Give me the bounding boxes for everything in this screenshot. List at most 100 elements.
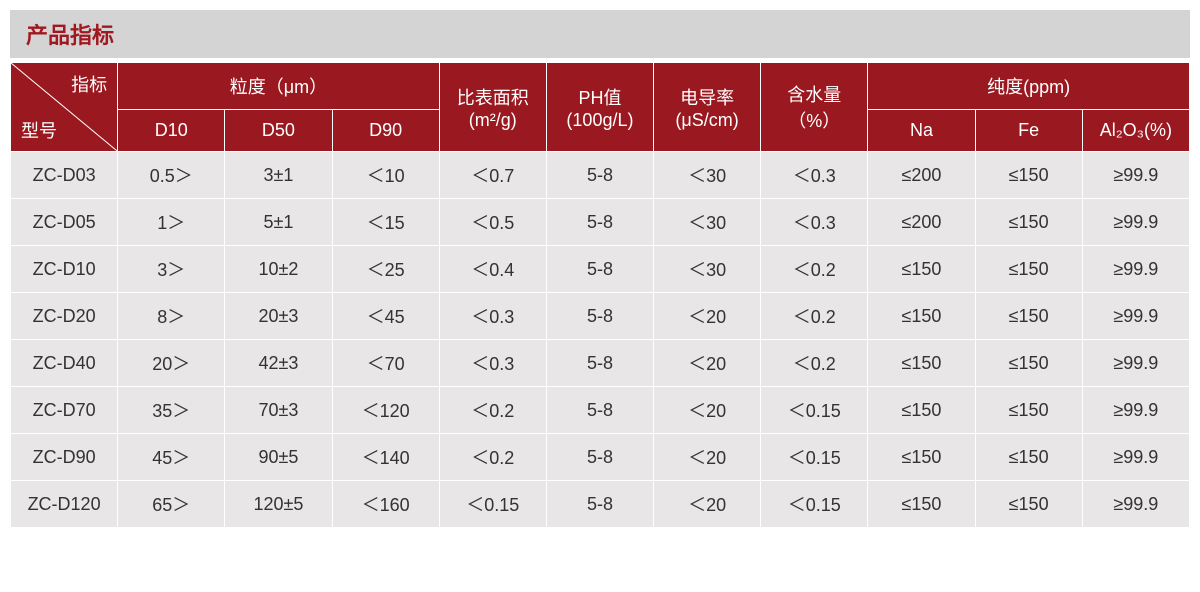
cell-d50: 42±3	[225, 340, 332, 387]
cell-ph: 5-8	[546, 387, 653, 434]
cell-al: ≥99.9	[1082, 246, 1189, 293]
cell-fe: ≤150	[975, 434, 1082, 481]
cell-water: ＜0.3	[761, 199, 868, 246]
cell-ph: 5-8	[546, 152, 653, 199]
cell-na: ≤150	[868, 246, 975, 293]
cell-d90: ＜140	[332, 434, 439, 481]
cell-ssa: ＜0.15	[439, 481, 546, 528]
page-title: 产品指标	[26, 23, 114, 48]
cell-na: ≤200	[868, 199, 975, 246]
cell-d10: 20＞	[118, 340, 225, 387]
cell-al: ≥99.9	[1082, 434, 1189, 481]
diag-bottom: 型号	[21, 117, 57, 143]
cell-water: ＜0.2	[761, 246, 868, 293]
cell-fe: ≤150	[975, 199, 1082, 246]
cell-d90: ＜25	[332, 246, 439, 293]
cell-ssa: ＜0.2	[439, 387, 546, 434]
cell-al: ≥99.9	[1082, 152, 1189, 199]
cell-model: ZC-D120	[11, 481, 118, 528]
cell-ssa: ＜0.5	[439, 199, 546, 246]
cell-cond: ＜20	[654, 434, 761, 481]
cell-d50: 120±5	[225, 481, 332, 528]
table-row: ZC-D051＞5±1＜15＜0.55-8＜30＜0.3≤200≤150≥99.…	[11, 199, 1190, 246]
cell-fe: ≤150	[975, 340, 1082, 387]
cell-model: ZC-D70	[11, 387, 118, 434]
cell-ph: 5-8	[546, 199, 653, 246]
cell-ssa: ＜0.3	[439, 293, 546, 340]
table-row: ZC-D12065＞120±5＜160＜0.155-8＜20＜0.15≤150≤…	[11, 481, 1190, 528]
cell-fe: ≤150	[975, 152, 1082, 199]
header-ph: PH值 (100g/L)	[546, 63, 653, 152]
header-d10: D10	[118, 110, 225, 152]
cell-cond: ＜20	[654, 340, 761, 387]
cell-water: ＜0.15	[761, 481, 868, 528]
cell-ph: 5-8	[546, 246, 653, 293]
cell-model: ZC-D20	[11, 293, 118, 340]
cell-water: ＜0.15	[761, 387, 868, 434]
header-water: 含水量 （%）	[761, 63, 868, 152]
cell-al: ≥99.9	[1082, 387, 1189, 434]
cell-ssa: ＜0.7	[439, 152, 546, 199]
cell-na: ≤150	[868, 340, 975, 387]
table-row: ZC-D9045＞90±5＜140＜0.25-8＜20＜0.15≤150≤150…	[11, 434, 1190, 481]
cell-cond: ＜30	[654, 199, 761, 246]
cell-d10: 3＞	[118, 246, 225, 293]
cell-al: ≥99.9	[1082, 199, 1189, 246]
table-body: ZC-D030.5＞3±1＜10＜0.75-8＜30＜0.3≤200≤150≥9…	[11, 152, 1190, 528]
title-bar: 产品指标	[10, 10, 1190, 58]
cell-al: ≥99.9	[1082, 481, 1189, 528]
header-d50: D50	[225, 110, 332, 152]
cell-model: ZC-D90	[11, 434, 118, 481]
header-d90: D90	[332, 110, 439, 152]
cell-d50: 70±3	[225, 387, 332, 434]
cell-cond: ＜30	[654, 246, 761, 293]
cell-na: ≤200	[868, 152, 975, 199]
cell-ph: 5-8	[546, 340, 653, 387]
table-row: ZC-D103＞10±2＜25＜0.45-8＜30＜0.2≤150≤150≥99…	[11, 246, 1190, 293]
diag-top: 指标	[71, 71, 107, 97]
cell-d90: ＜15	[332, 199, 439, 246]
cell-cond: ＜20	[654, 481, 761, 528]
cell-d10: 8＞	[118, 293, 225, 340]
cell-cond: ＜20	[654, 387, 761, 434]
table-row: ZC-D208＞20±3＜45＜0.35-8＜20＜0.2≤150≤150≥99…	[11, 293, 1190, 340]
cell-d10: 65＞	[118, 481, 225, 528]
cell-fe: ≤150	[975, 387, 1082, 434]
cell-fe: ≤150	[975, 481, 1082, 528]
cell-al: ≥99.9	[1082, 340, 1189, 387]
header-ssa: 比表面积 (m²/g)	[439, 63, 546, 152]
header-particle: 粒度（μm）	[118, 63, 440, 110]
header-na: Na	[868, 110, 975, 152]
cell-cond: ＜20	[654, 293, 761, 340]
cell-model: ZC-D05	[11, 199, 118, 246]
cell-ph: 5-8	[546, 481, 653, 528]
cell-ssa: ＜0.2	[439, 434, 546, 481]
cell-d90: ＜120	[332, 387, 439, 434]
cell-d90: ＜70	[332, 340, 439, 387]
cell-ssa: ＜0.4	[439, 246, 546, 293]
cell-fe: ≤150	[975, 293, 1082, 340]
cell-na: ≤150	[868, 387, 975, 434]
cell-model: ZC-D03	[11, 152, 118, 199]
cell-d50: 5±1	[225, 199, 332, 246]
cell-na: ≤150	[868, 481, 975, 528]
cell-d50: 20±3	[225, 293, 332, 340]
header-cond: 电导率 (μS/cm)	[654, 63, 761, 152]
cell-d50: 10±2	[225, 246, 332, 293]
cell-al: ≥99.9	[1082, 293, 1189, 340]
cell-d10: 35＞	[118, 387, 225, 434]
cell-na: ≤150	[868, 293, 975, 340]
spec-table: 指标 型号 粒度（μm） 比表面积 (m²/g) PH值 (100g/L) 电导…	[10, 62, 1190, 528]
cell-ph: 5-8	[546, 293, 653, 340]
cell-model: ZC-D10	[11, 246, 118, 293]
header-fe: Fe	[975, 110, 1082, 152]
cell-d10: 45＞	[118, 434, 225, 481]
cell-na: ≤150	[868, 434, 975, 481]
table-row: ZC-D4020＞42±3＜70＜0.35-8＜20＜0.2≤150≤150≥9…	[11, 340, 1190, 387]
table-row: ZC-D030.5＞3±1＜10＜0.75-8＜30＜0.3≤200≤150≥9…	[11, 152, 1190, 199]
header-al: Al₂O₃(%)	[1082, 110, 1189, 152]
cell-d10: 1＞	[118, 199, 225, 246]
cell-ssa: ＜0.3	[439, 340, 546, 387]
cell-water: ＜0.15	[761, 434, 868, 481]
cell-d50: 90±5	[225, 434, 332, 481]
